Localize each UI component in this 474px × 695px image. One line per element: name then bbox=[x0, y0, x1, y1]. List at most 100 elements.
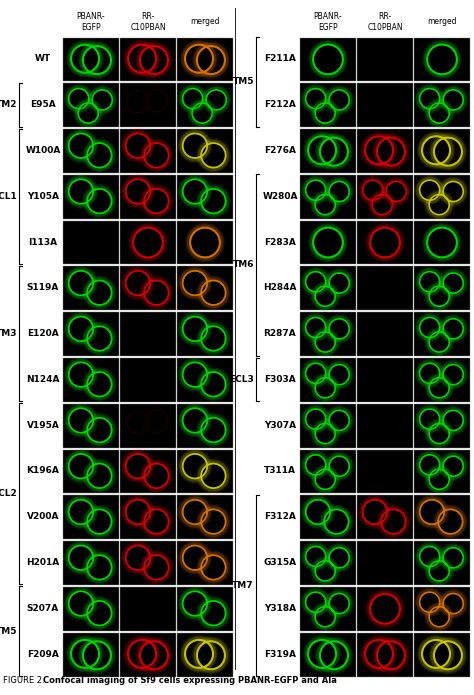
Bar bbox=[357, 83, 413, 127]
Bar bbox=[414, 450, 470, 493]
Bar bbox=[120, 541, 176, 585]
Text: H284A: H284A bbox=[263, 284, 297, 293]
Bar bbox=[177, 83, 233, 127]
Text: TM5: TM5 bbox=[233, 77, 254, 86]
Bar bbox=[357, 404, 413, 448]
Text: PBANR-
EGFP: PBANR- EGFP bbox=[77, 13, 105, 32]
Bar bbox=[63, 404, 119, 448]
Bar bbox=[300, 38, 356, 81]
Text: ECL2: ECL2 bbox=[0, 489, 17, 498]
Bar bbox=[120, 450, 176, 493]
Bar bbox=[414, 220, 470, 264]
Bar bbox=[120, 496, 176, 539]
Bar bbox=[63, 496, 119, 539]
Text: R287A: R287A bbox=[264, 329, 296, 338]
Bar bbox=[63, 358, 119, 402]
Bar bbox=[120, 129, 176, 173]
Text: Y105A: Y105A bbox=[27, 192, 59, 201]
Bar bbox=[63, 38, 119, 81]
Text: F303A: F303A bbox=[264, 375, 296, 384]
Text: WT: WT bbox=[35, 54, 51, 63]
Bar bbox=[120, 587, 176, 631]
Bar bbox=[63, 632, 119, 676]
Bar bbox=[177, 129, 233, 173]
Bar bbox=[120, 38, 176, 81]
Bar bbox=[357, 266, 413, 310]
Bar bbox=[63, 312, 119, 356]
Text: F312A: F312A bbox=[264, 512, 296, 521]
Text: F209A: F209A bbox=[27, 650, 59, 659]
Bar bbox=[120, 632, 176, 676]
Bar bbox=[177, 496, 233, 539]
Bar bbox=[177, 404, 233, 448]
Bar bbox=[177, 632, 233, 676]
Bar bbox=[63, 83, 119, 127]
Bar bbox=[414, 632, 470, 676]
Text: ECL1: ECL1 bbox=[0, 192, 17, 201]
Bar bbox=[300, 358, 356, 402]
Bar bbox=[177, 587, 233, 631]
Bar bbox=[300, 541, 356, 585]
Text: F283A: F283A bbox=[264, 238, 296, 247]
Bar bbox=[177, 220, 233, 264]
Text: F212A: F212A bbox=[264, 100, 296, 109]
Bar bbox=[300, 83, 356, 127]
Text: Y307A: Y307A bbox=[264, 420, 296, 430]
Text: E120A: E120A bbox=[27, 329, 59, 338]
Text: RR-
C10PBAN: RR- C10PBAN bbox=[130, 13, 166, 32]
Text: N124A: N124A bbox=[26, 375, 60, 384]
Bar bbox=[357, 38, 413, 81]
Text: merged: merged bbox=[190, 17, 220, 26]
Bar bbox=[63, 220, 119, 264]
Bar bbox=[300, 404, 356, 448]
Bar bbox=[357, 220, 413, 264]
Text: TM5: TM5 bbox=[0, 627, 17, 636]
Bar bbox=[414, 38, 470, 81]
Text: W100A: W100A bbox=[25, 146, 61, 155]
Bar bbox=[63, 129, 119, 173]
Text: TM6: TM6 bbox=[233, 261, 254, 270]
Text: I113A: I113A bbox=[28, 238, 57, 247]
Bar bbox=[414, 83, 470, 127]
Bar bbox=[300, 220, 356, 264]
Bar bbox=[414, 129, 470, 173]
Bar bbox=[300, 175, 356, 219]
Text: merged: merged bbox=[427, 17, 457, 26]
Bar bbox=[357, 496, 413, 539]
Bar bbox=[414, 541, 470, 585]
Bar bbox=[63, 450, 119, 493]
Bar bbox=[300, 587, 356, 631]
Bar bbox=[414, 404, 470, 448]
Bar bbox=[63, 587, 119, 631]
Bar bbox=[357, 358, 413, 402]
Bar bbox=[300, 129, 356, 173]
Bar bbox=[357, 450, 413, 493]
Text: S119A: S119A bbox=[27, 284, 59, 293]
Bar bbox=[414, 496, 470, 539]
Text: V195A: V195A bbox=[27, 420, 59, 430]
Bar bbox=[300, 312, 356, 356]
Bar bbox=[414, 358, 470, 402]
Text: RR-
C10PBAN: RR- C10PBAN bbox=[367, 13, 403, 32]
Text: V200A: V200A bbox=[27, 512, 59, 521]
Bar bbox=[177, 541, 233, 585]
Text: F211A: F211A bbox=[264, 54, 296, 63]
Bar bbox=[120, 83, 176, 127]
Bar bbox=[300, 450, 356, 493]
Bar bbox=[177, 175, 233, 219]
Text: TM2: TM2 bbox=[0, 100, 17, 109]
Text: TM7: TM7 bbox=[232, 581, 254, 590]
Bar bbox=[177, 358, 233, 402]
Text: F276A: F276A bbox=[264, 146, 296, 155]
Bar bbox=[414, 266, 470, 310]
Text: T311A: T311A bbox=[264, 466, 296, 475]
Bar bbox=[300, 632, 356, 676]
Bar bbox=[357, 175, 413, 219]
Bar bbox=[357, 541, 413, 585]
Bar bbox=[414, 587, 470, 631]
Bar bbox=[177, 266, 233, 310]
Text: Y318A: Y318A bbox=[264, 604, 296, 613]
Text: ECL3: ECL3 bbox=[229, 375, 254, 384]
Text: W280A: W280A bbox=[262, 192, 298, 201]
Bar bbox=[120, 312, 176, 356]
